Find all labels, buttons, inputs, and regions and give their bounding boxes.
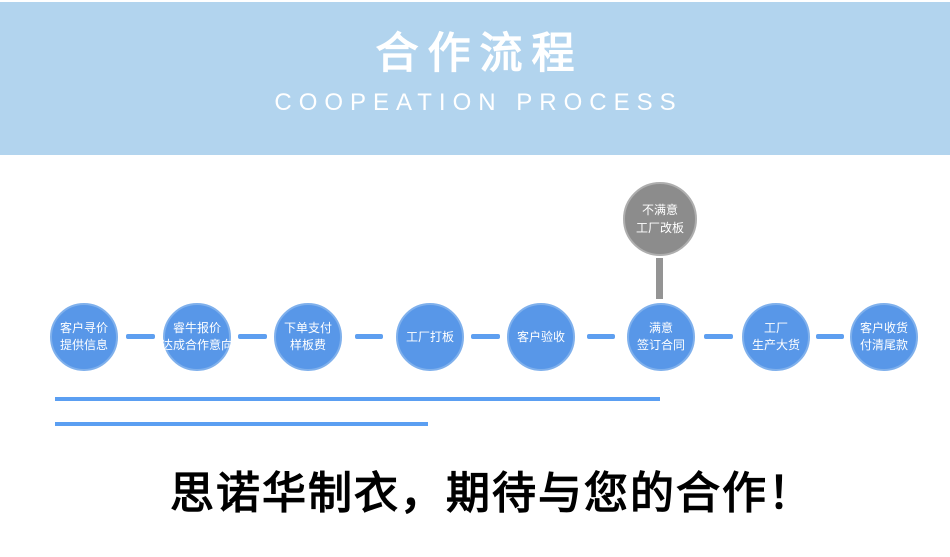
node-label-line: 签订合同 bbox=[636, 338, 685, 352]
page-title: 合作流程 bbox=[375, 30, 584, 78]
flow-connector-line bbox=[126, 334, 155, 339]
flow-node-receive-goods: 客户收货 付清尾款 bbox=[850, 303, 918, 371]
header-banner: 合作流程 COOPEATION PROCESS bbox=[0, 2, 950, 155]
node-label-line: 达成合作意向 bbox=[161, 338, 234, 352]
flow-connector-line bbox=[587, 334, 615, 339]
flow-connector-line bbox=[471, 334, 500, 339]
branch-connector-line bbox=[656, 258, 663, 299]
node-label-line: 付清尾款 bbox=[859, 338, 908, 352]
node-label-line: 满意 bbox=[648, 321, 673, 335]
flow-node-unsatisfied-rework: 不满意 工厂改板 bbox=[623, 182, 697, 256]
node-label-line: 客户收货 bbox=[859, 321, 908, 335]
node-label-line: 样板费 bbox=[289, 338, 326, 352]
node-label-line: 提供信息 bbox=[59, 338, 108, 352]
decorative-line-long bbox=[55, 397, 660, 401]
flow-connector-line bbox=[355, 334, 383, 339]
flow-connector-line bbox=[238, 334, 267, 339]
node-label-line: 工厂打板 bbox=[405, 329, 454, 344]
node-label-line: 下单支付 bbox=[283, 321, 332, 335]
flow-connector-line bbox=[704, 334, 733, 339]
node-label-line: 生产大货 bbox=[751, 338, 800, 352]
flow-node-quotation: 睿牛报价 达成合作意向 bbox=[161, 303, 234, 371]
footer-slogan: 思诺华制衣，期待与您的合作！ bbox=[0, 466, 950, 522]
flow-node-order-payment: 下单支付 样板费 bbox=[274, 303, 342, 371]
decorative-line-short bbox=[55, 422, 428, 426]
node-label-line: 客户验收 bbox=[516, 329, 565, 344]
flow-connector-line bbox=[816, 334, 844, 339]
node-label-line: 不满意 bbox=[641, 203, 678, 217]
flow-node-factory-sample: 工厂打板 bbox=[396, 303, 464, 371]
footer-slogan-text: 思诺华制衣，期待与您的合作！ bbox=[170, 469, 814, 518]
node-label-line: 工厂 bbox=[763, 321, 788, 335]
flow-node-sign-contract: 满意 签订合同 bbox=[627, 303, 695, 371]
node-label-line: 工厂改板 bbox=[635, 221, 684, 235]
page-subtitle: COOPEATION PROCESS bbox=[274, 89, 683, 116]
process-diagram: 不满意 工厂改板 客户寻价 提供信息 睿牛报价 达成合作意向 下单支付 样板费 … bbox=[0, 155, 950, 465]
flow-node-inquiry: 客户寻价 提供信息 bbox=[50, 303, 118, 371]
node-label-line: 客户寻价 bbox=[59, 321, 108, 335]
flow-node-customer-acceptance: 客户验收 bbox=[507, 303, 575, 371]
flow-node-mass-production: 工厂 生产大货 bbox=[742, 303, 810, 371]
node-label-line: 睿牛报价 bbox=[172, 321, 221, 335]
